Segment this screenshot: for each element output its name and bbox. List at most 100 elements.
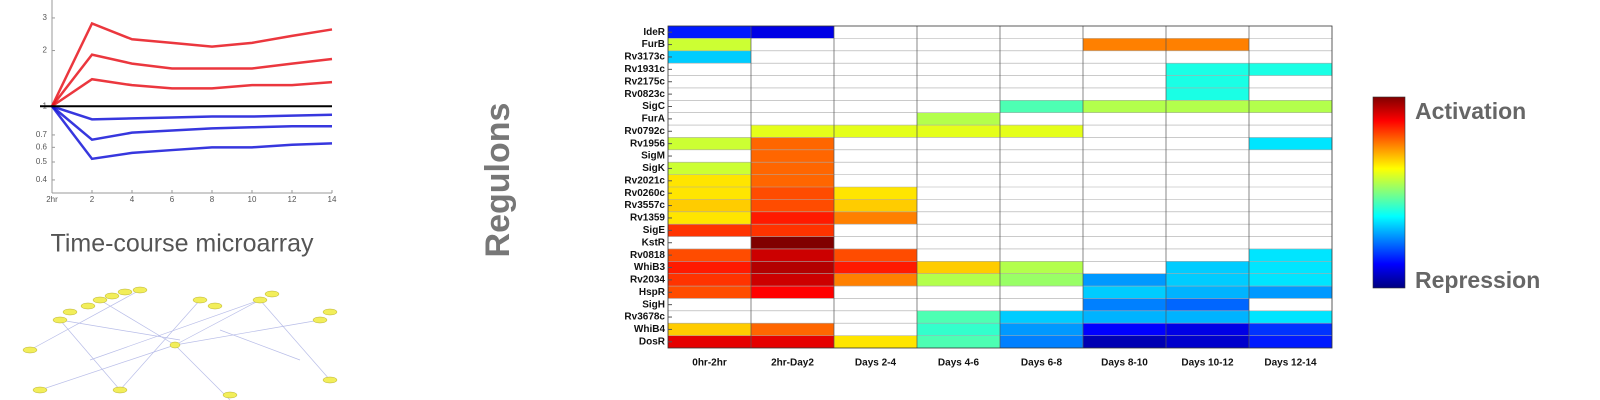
heatmap-cell (668, 211, 751, 225)
heatmap-cell (668, 335, 751, 348)
column-label: Days 8-10 (1101, 358, 1148, 369)
edge (174, 344, 231, 400)
caption: Time-course microarray (50, 230, 314, 258)
column-label: 0hr-2hr (692, 358, 727, 369)
edge (259, 299, 331, 381)
row-label: WhiB3 (634, 262, 666, 273)
heatmap-cell (751, 137, 834, 150)
node (92, 296, 108, 304)
row-label: SigM (641, 151, 665, 162)
heatmap-cell (1249, 248, 1332, 262)
node (169, 341, 181, 349)
heatmap-cell (1249, 137, 1332, 150)
colorbar (1372, 96, 1406, 289)
heatmap-cell (751, 224, 834, 237)
heatmap-cell (1166, 298, 1249, 311)
node (207, 302, 223, 310)
heatmap-cell (1083, 335, 1166, 348)
heatmap-cell (1166, 273, 1249, 287)
heatmap-cell (751, 261, 834, 274)
row-label: Rv3173c (624, 52, 665, 63)
heatmap-cell (668, 50, 751, 64)
row-label: IdeR (643, 27, 665, 38)
heatmap-cell (751, 211, 834, 225)
x-tick-label: 10 (248, 195, 257, 204)
heatmap-cell (1166, 335, 1249, 348)
y-tick-label: 0.7 (36, 130, 48, 139)
y-tick-label: 3 (43, 13, 48, 22)
row-label: SigH (642, 299, 665, 310)
heatmap-cell (751, 149, 834, 163)
row-label: HspR (639, 287, 666, 298)
heatmap-cell (1249, 310, 1332, 324)
series-line (51, 105, 333, 161)
series-line (51, 105, 333, 121)
x-tick-label: 6 (170, 195, 175, 204)
heatmap-cell (1083, 286, 1166, 299)
heatmap-cell (917, 261, 1000, 274)
heatmap-cell (1166, 75, 1249, 88)
heatmap-cell (751, 236, 834, 249)
row-label: FurA (642, 114, 665, 125)
heatmap-cell (1166, 286, 1249, 299)
heatmap-cell (834, 199, 917, 212)
row-label: Rv2021c (624, 175, 665, 186)
heatmap-cell (1249, 261, 1332, 274)
heatmap-cell (1166, 38, 1249, 51)
heatmap-cell (1083, 323, 1166, 336)
heatmap-cell (917, 112, 1000, 126)
heatmap-cell (751, 187, 834, 200)
column-label: Days 10-12 (1181, 358, 1234, 369)
column-label: Days 4-6 (938, 358, 980, 369)
node (132, 286, 148, 294)
heatmap-cell (1083, 38, 1166, 51)
heatmap-cell (751, 162, 834, 175)
column-label: Days 6-8 (1021, 358, 1063, 369)
heatmap-cell (751, 286, 834, 299)
heatmap-cell (834, 187, 917, 200)
series-line (51, 105, 332, 142)
heatmap-cell (668, 187, 751, 200)
x-tick-label: 8 (210, 195, 215, 204)
heatmap-cell (1166, 63, 1249, 76)
row-label: Rv3557c (624, 200, 665, 211)
heatmap-cell (1166, 261, 1249, 274)
row-label: WhiB4 (634, 324, 666, 335)
series-line (51, 77, 333, 108)
heatmap-cell (917, 323, 1000, 336)
y-tick-label: 2 (43, 46, 48, 55)
row-label: Rv0818 (630, 250, 665, 261)
column-label: 2hr-Day2 (771, 358, 814, 369)
heatmap-cell (668, 224, 751, 237)
node (264, 290, 280, 298)
row-label: Rv0792c (624, 126, 665, 137)
column-label: Days 2-4 (855, 358, 897, 369)
node (222, 391, 238, 399)
heatmap-cell (1249, 286, 1332, 299)
x-tick-label: 2 (90, 195, 95, 204)
heatmap-cell (668, 248, 751, 262)
heatmap-cell (1249, 323, 1332, 336)
heatmap-cell (1083, 310, 1166, 324)
heatmap-cell (1166, 310, 1249, 324)
heatmap-cell (834, 125, 917, 138)
y-tick-label: 0.5 (36, 157, 48, 166)
heatmap-cell (668, 26, 751, 39)
edge (99, 299, 176, 346)
node (52, 316, 68, 324)
heatmap-cell (834, 335, 917, 348)
heatmap-cell (834, 273, 917, 287)
heatmap-frame (667, 25, 1333, 349)
y-tick-label: 0.6 (36, 142, 48, 151)
heatmap-cell (751, 323, 834, 336)
heatmap-cell (1083, 298, 1166, 311)
heatmap-cell (668, 199, 751, 212)
edge (119, 299, 201, 391)
heatmap-cell (751, 199, 834, 212)
heatmap-cell (668, 174, 751, 187)
edge (174, 299, 261, 346)
heatmap-cell (917, 273, 1000, 287)
heatmap-cell (668, 323, 751, 336)
heatmap-cell (668, 162, 751, 175)
